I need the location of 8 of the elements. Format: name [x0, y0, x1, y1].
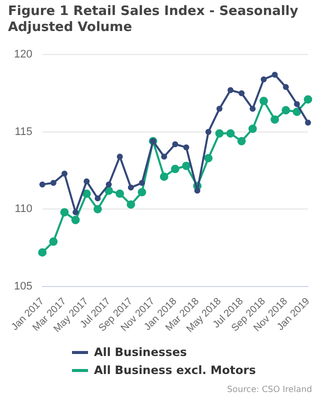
y-tick-label: 120: [14, 48, 32, 61]
y-tick-label: 105: [14, 280, 32, 292]
source-note: Source: CSO Ireland: [227, 385, 312, 395]
legend-label: All Businesses: [94, 345, 187, 359]
y-tick-label: 110: [14, 203, 32, 216]
y-tick-label: 115: [14, 126, 32, 138]
legend-label: All Business excl. Motors: [94, 363, 256, 377]
chart-title: Figure 1 Retail Sales Index - Seasonally Adjusted Volume: [8, 4, 300, 36]
